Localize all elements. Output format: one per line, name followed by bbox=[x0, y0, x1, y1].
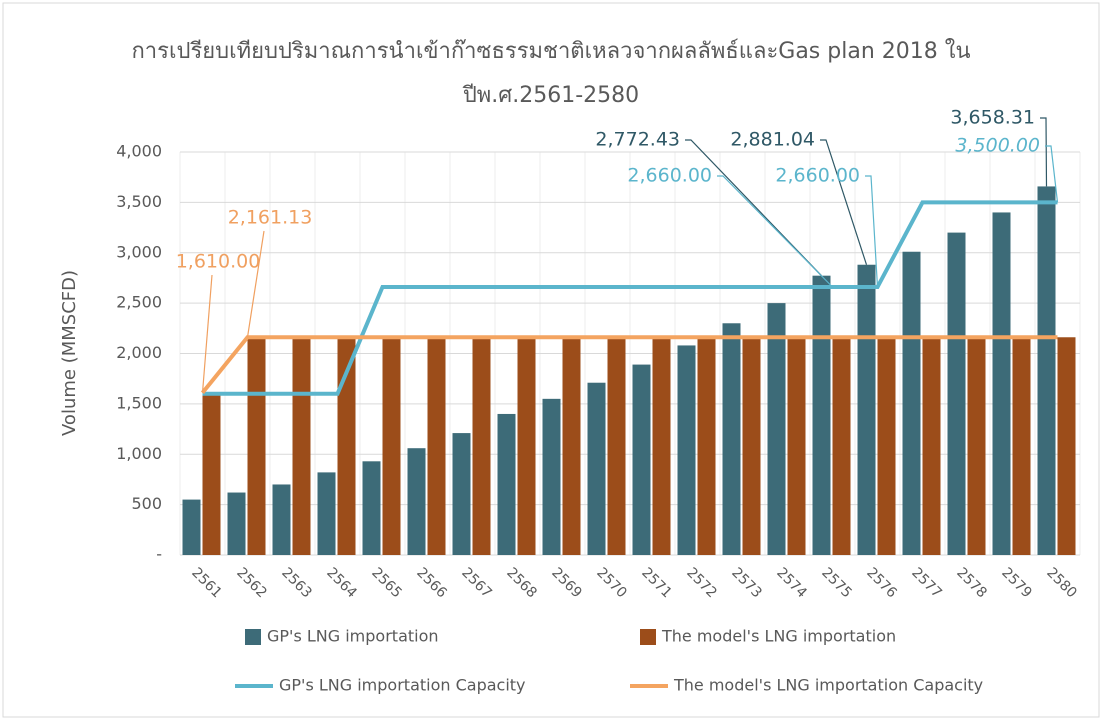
bar bbox=[877, 337, 896, 555]
bar bbox=[427, 337, 446, 555]
bar bbox=[497, 413, 516, 555]
data-label: 2,161.13 bbox=[228, 207, 313, 229]
bar bbox=[677, 345, 696, 555]
y-tick-label: - bbox=[156, 545, 162, 564]
bar bbox=[812, 275, 831, 555]
leader-line bbox=[1045, 145, 1059, 203]
line bbox=[200, 335, 1058, 395]
leader-line bbox=[246, 230, 265, 338]
y-tick-label: 2,500 bbox=[116, 293, 162, 312]
data-label: 2,881.04 bbox=[730, 129, 815, 151]
data-label: 2,660.00 bbox=[775, 165, 860, 187]
bar bbox=[832, 337, 851, 555]
bar bbox=[697, 337, 716, 555]
data-label: 3,658.31 bbox=[950, 107, 1035, 129]
bar bbox=[922, 337, 941, 555]
bar bbox=[1057, 337, 1076, 555]
legend-swatch bbox=[640, 629, 656, 645]
y-tick-label: 1,500 bbox=[116, 393, 162, 412]
data-label: 1,610.00 bbox=[176, 251, 261, 273]
legend-label: The model's LNG importation bbox=[661, 627, 896, 646]
bar bbox=[227, 492, 246, 555]
bar bbox=[742, 337, 761, 555]
line bbox=[202, 200, 1058, 396]
bar bbox=[407, 448, 426, 555]
bar bbox=[1012, 337, 1031, 555]
legend-label: The model's LNG importation Capacity bbox=[673, 676, 983, 695]
leader-line bbox=[820, 139, 868, 265]
bar bbox=[292, 337, 311, 555]
bar bbox=[992, 212, 1011, 555]
bar bbox=[967, 337, 986, 555]
chart-subtitle: ปีพ.ศ.2561-2580 bbox=[462, 83, 640, 108]
legend-swatch bbox=[245, 629, 261, 645]
data-label: 2,660.00 bbox=[627, 165, 712, 187]
bar bbox=[1037, 186, 1056, 555]
bar bbox=[722, 323, 741, 555]
bar bbox=[517, 337, 536, 555]
data-label: 2,772.43 bbox=[595, 129, 680, 151]
data-label: 3,500.00 bbox=[955, 135, 1040, 157]
bar bbox=[587, 382, 606, 555]
y-tick-label: 1,000 bbox=[116, 444, 162, 463]
bar bbox=[472, 337, 491, 555]
bar bbox=[947, 232, 966, 555]
bar bbox=[857, 264, 876, 555]
bar bbox=[272, 484, 291, 555]
legend-label: GP's LNG importation Capacity bbox=[279, 676, 526, 695]
bar bbox=[382, 337, 401, 555]
bar bbox=[337, 337, 356, 555]
y-tick-label: 3,000 bbox=[116, 242, 162, 261]
bar bbox=[652, 337, 671, 555]
leader-line bbox=[685, 139, 822, 277]
bar bbox=[562, 337, 581, 555]
leader-line bbox=[717, 175, 833, 288]
bar bbox=[247, 337, 266, 555]
bar bbox=[452, 433, 471, 555]
bar bbox=[787, 337, 806, 555]
leader-line bbox=[865, 175, 879, 288]
y-tick-label: 4,000 bbox=[116, 142, 162, 161]
bar bbox=[202, 392, 221, 555]
y-tick-label: 500 bbox=[131, 494, 162, 513]
bar bbox=[317, 472, 336, 555]
y-tick-label: 2,000 bbox=[116, 343, 162, 362]
bar bbox=[902, 251, 921, 555]
bar bbox=[182, 499, 201, 555]
legend-label: GP's LNG importation bbox=[267, 627, 439, 646]
bar bbox=[362, 461, 381, 555]
y-axis-title: Volume (MMSCFD) bbox=[59, 270, 80, 436]
bar bbox=[542, 398, 561, 555]
bar bbox=[767, 303, 786, 555]
chart-title: การเปรียบเทียบปริมาณการนำเข้าก๊าซธรรมชาต… bbox=[131, 38, 970, 64]
y-tick-label: 3,500 bbox=[116, 192, 162, 211]
bar bbox=[607, 337, 626, 555]
bar bbox=[632, 364, 651, 555]
leader-line bbox=[1040, 117, 1048, 187]
leader-line bbox=[201, 274, 213, 393]
